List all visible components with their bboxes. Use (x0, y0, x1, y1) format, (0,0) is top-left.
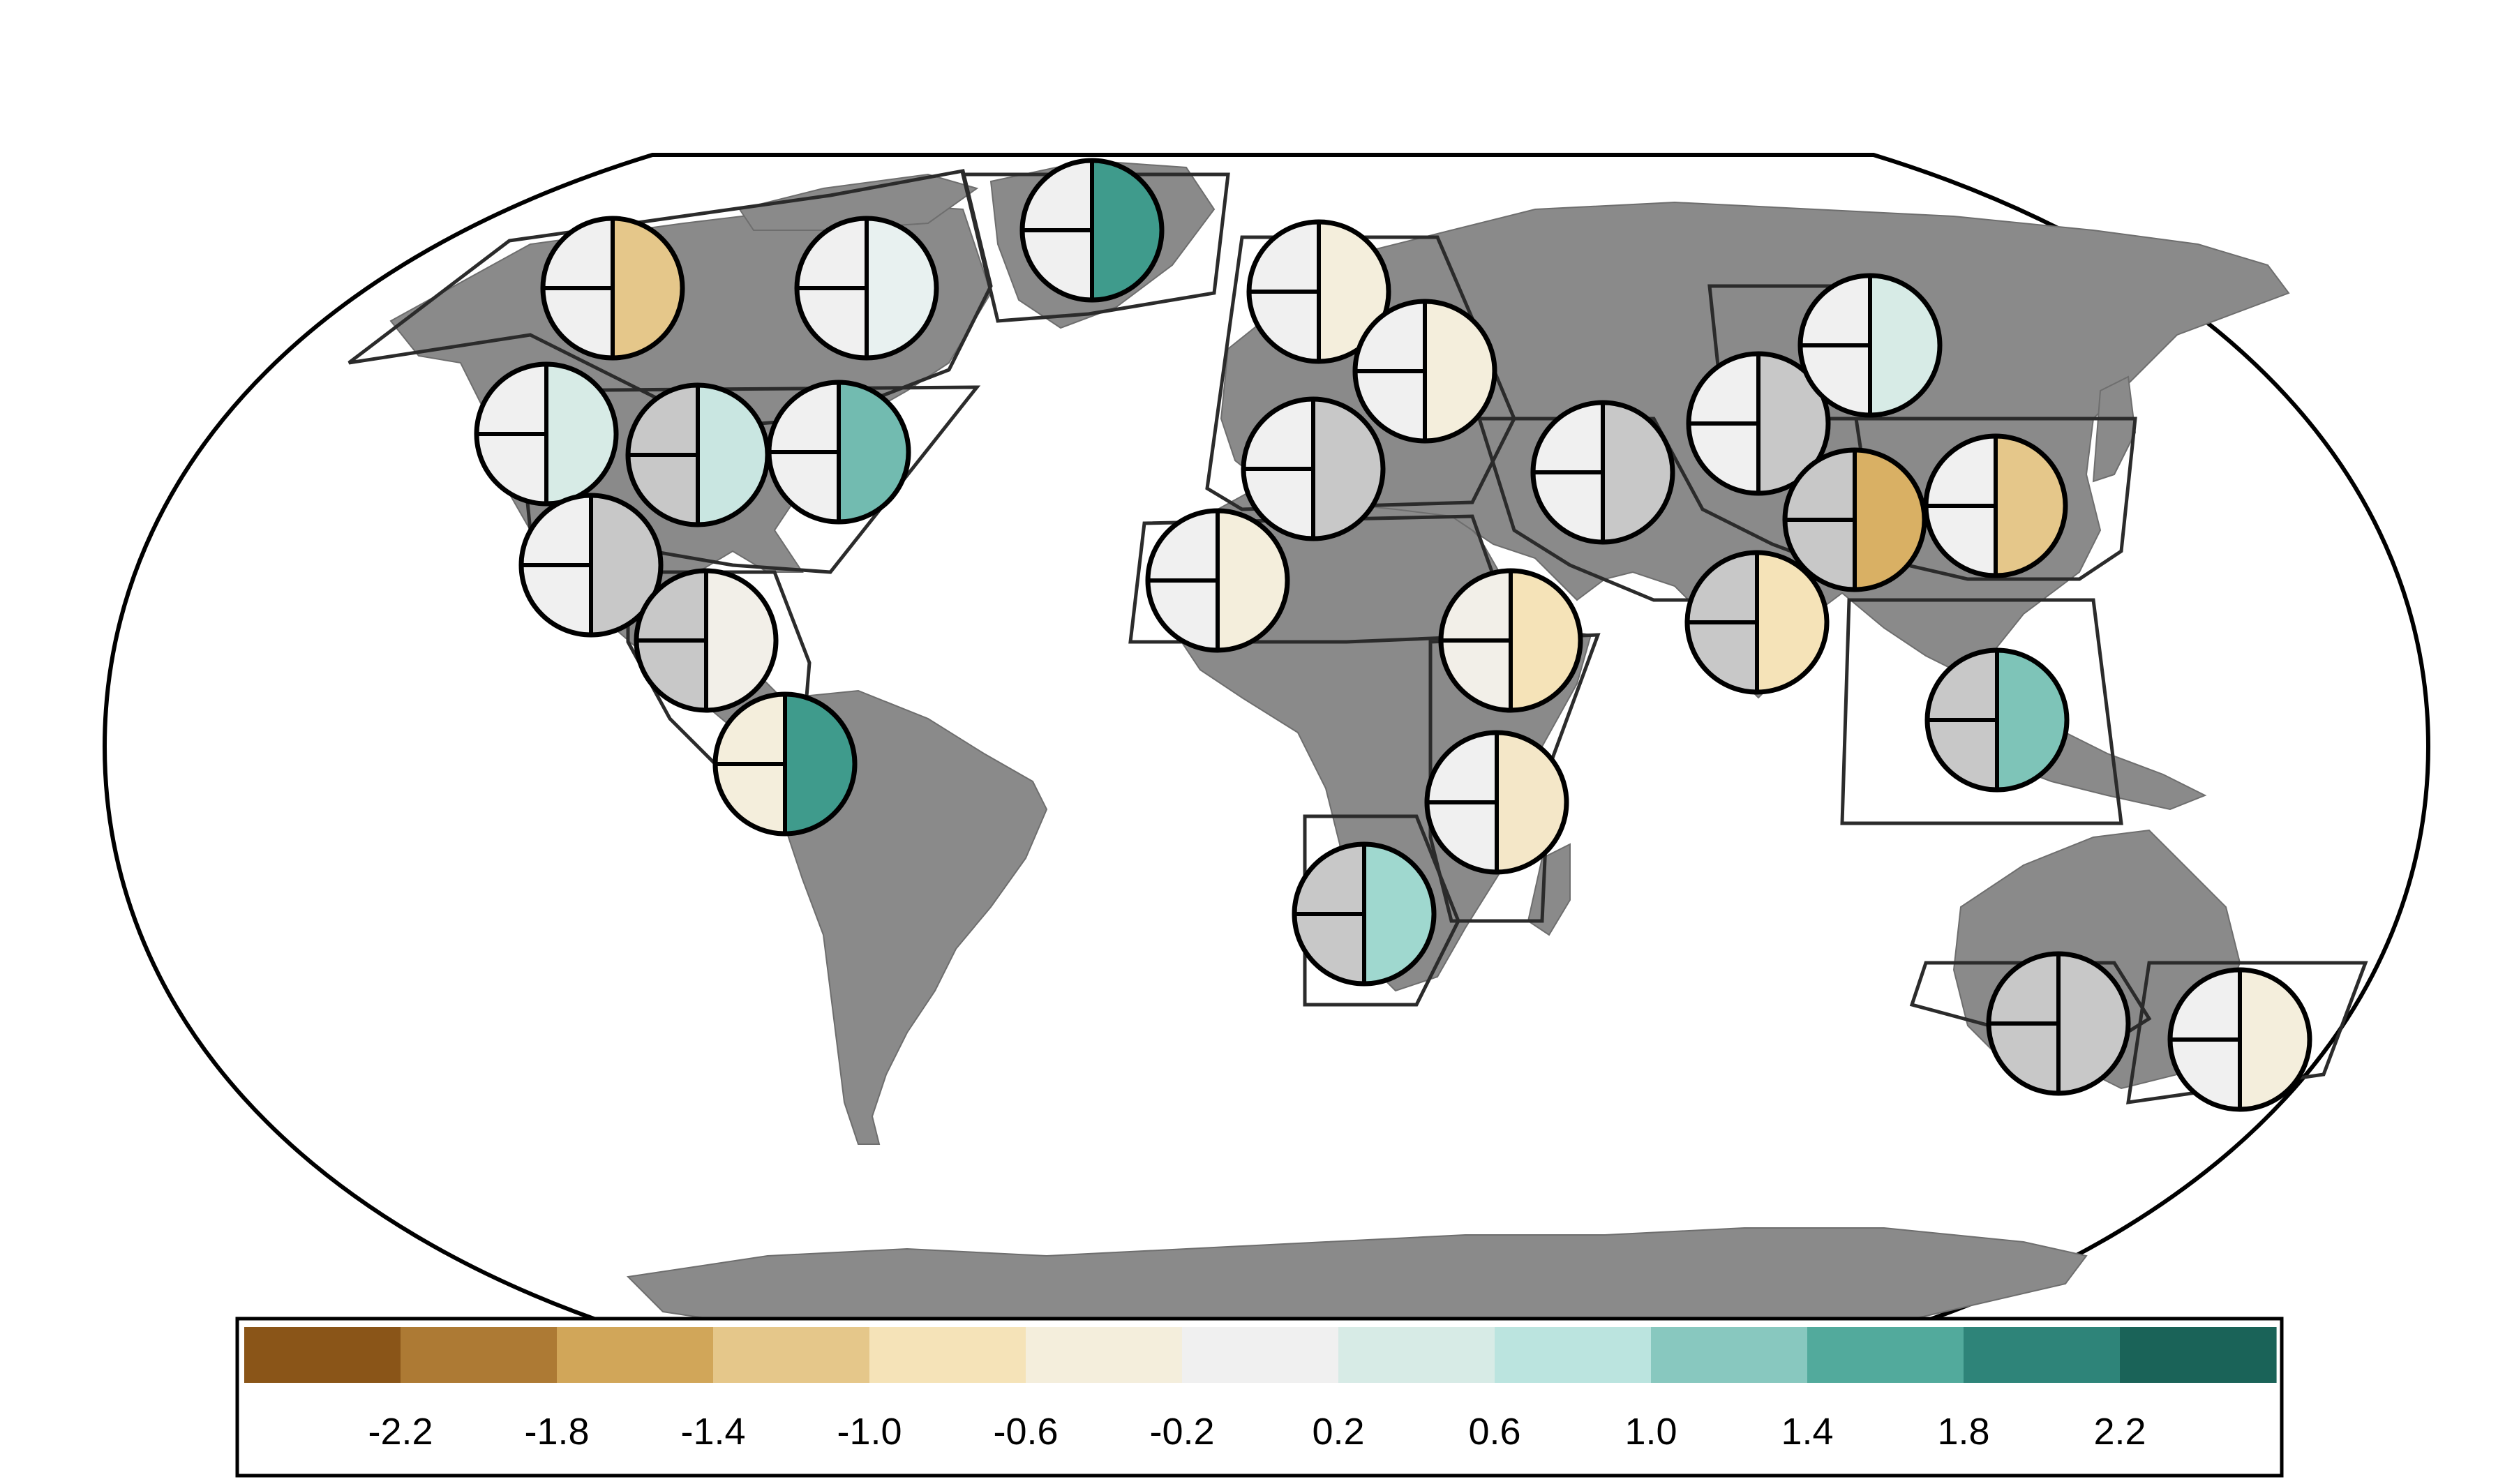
colorbar-bin (2120, 1327, 2277, 1383)
pie-east-north-america (766, 380, 911, 525)
colorbar-tick-label: -0.6 (993, 1411, 1058, 1453)
pie-north-central-america (518, 493, 664, 638)
pie-sahara (1145, 508, 1290, 653)
pie-right-half (591, 495, 661, 635)
pie-right-half (839, 382, 909, 522)
pie-right-half (1511, 571, 1580, 710)
colorbar-bin (557, 1327, 714, 1383)
region-outline-east-africa (1428, 633, 1601, 923)
pie-south-central-america (634, 568, 779, 713)
pie-right-half (613, 218, 682, 358)
colorbar-bins (244, 1327, 2277, 1383)
pie-right-half (1364, 844, 1434, 984)
pie-right-half (1603, 403, 1673, 542)
colorbar-tick-label: 1.0 (1624, 1411, 1677, 1453)
colorbar-tick-label: -1.4 (680, 1411, 745, 1453)
pie-right-half (1313, 399, 1383, 539)
pie-northeast-north-america (794, 216, 939, 361)
pie-tibetan-plateau (1782, 447, 1927, 592)
colorbar-tick-labels: -2.2 -1.8 -1.4 -1.0 -0.6 -0.2 0.2 0.6 1.0 1.4 1.8 2… (368, 1411, 2146, 1453)
colorbar-tick-label: -2.2 (368, 1411, 433, 1453)
pie-right-half (2058, 954, 2128, 1093)
pie-west-north-america (474, 361, 619, 507)
pie-right-half (706, 571, 776, 710)
pie-right-half (1497, 733, 1567, 872)
pie-northeast-africa (1438, 568, 1583, 713)
land-madagascar (1527, 843, 1571, 936)
pie-right-half (1218, 511, 1287, 650)
region-outline-na-central (514, 385, 981, 574)
pie-south-asia (1684, 550, 1830, 695)
pie-west-asia (1530, 400, 1675, 545)
pie-western-australia (1986, 951, 2131, 1096)
pie-right-half (1855, 450, 1924, 590)
pie-right-half (867, 218, 936, 358)
region-outline-na-north (347, 169, 993, 428)
pie-right-half (1996, 436, 2065, 576)
colorbar-bin (1338, 1327, 1495, 1383)
colorbar-bin (1182, 1327, 1339, 1383)
region-outline-east-australia (2126, 961, 2368, 1104)
colorbar-bin (1026, 1327, 1183, 1383)
colorbar-bin (1807, 1327, 1964, 1383)
colorbar-tick-label: 0.6 (1468, 1411, 1520, 1453)
region-outline-greenland (960, 172, 1230, 323)
pie-east-asia (1923, 433, 2068, 578)
colorbar-tick-label: -0.2 (1149, 1411, 1214, 1453)
pie-east-africa (1424, 730, 1569, 875)
pie-northwest-north-america (540, 216, 685, 361)
pie-northern-europe (1246, 219, 1391, 364)
pie-right-half (1870, 276, 1940, 415)
pie-eastern-australia (2167, 967, 2312, 1112)
pie-right-half (785, 694, 855, 834)
colorbar-tick-label: -1.0 (837, 1411, 902, 1453)
pie-mediterranean (1241, 396, 1386, 541)
land-japan (2092, 375, 2137, 483)
pie-southeast-asia (1924, 647, 2070, 793)
pie-right-half (1758, 354, 1828, 493)
pie-northwest-south-america (712, 691, 858, 837)
colorbar-tick-label: 2.2 (2093, 1411, 2146, 1453)
pie-greenland (1019, 158, 1165, 303)
land-arctic-islands (738, 173, 979, 231)
colorbar-tick-label: 0.2 (1312, 1411, 1364, 1453)
pie-central-north-america (625, 382, 770, 527)
colorbar-bin (713, 1327, 870, 1383)
colorbar: -2.2 -1.8 -1.4 -1.0 -0.6 -0.2 0.2 0.6 1.0 1.4 1.8 2… (235, 1317, 2284, 1478)
pie-right-half (1425, 301, 1495, 441)
colorbar-bin (1651, 1327, 1808, 1383)
pie-central-asia (1686, 351, 1831, 496)
colorbar-tick-label: 1.8 (1937, 1411, 1989, 1453)
pie-right-half (1997, 650, 2067, 790)
pie-west-central-europe (1352, 299, 1497, 444)
colorbar-bin (401, 1327, 558, 1383)
pie-right-half (698, 385, 768, 525)
pie-right-half (1757, 553, 1827, 692)
pie-right-half (2240, 970, 2310, 1109)
pie-right-half (1092, 160, 1162, 300)
pie-right-half (546, 364, 616, 504)
region-outline-southern-africa (1303, 814, 1460, 1007)
pie-east-siberia (1797, 273, 1943, 418)
region-outline-sahara (1128, 514, 1517, 644)
colorbar-bin (244, 1327, 401, 1383)
pie-southern-africa (1292, 841, 1437, 987)
colorbar-tick-label: -1.8 (524, 1411, 589, 1453)
colorbar-bin (1964, 1327, 2121, 1383)
colorbar-bin (869, 1327, 1026, 1383)
region-pies (474, 158, 2312, 1112)
region-outline-southeast-asia (1840, 598, 2123, 825)
colorbar-tick-label: 1.4 (1781, 1411, 1833, 1453)
colorbar-bin (1495, 1327, 1652, 1383)
